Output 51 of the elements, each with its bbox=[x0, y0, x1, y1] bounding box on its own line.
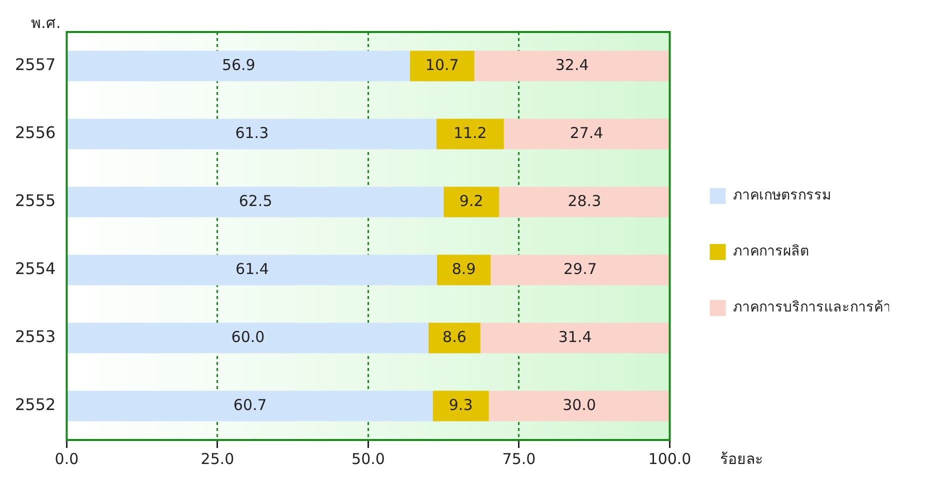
bar bbox=[444, 186, 500, 218]
legend-label: ภาคเกษตรกรรม bbox=[732, 188, 831, 204]
y-tick-label: 2552 bbox=[15, 395, 56, 414]
y-tick-label: 2557 bbox=[15, 55, 56, 74]
data-label: 32.4 bbox=[555, 56, 589, 74]
bar bbox=[474, 50, 670, 82]
legend-label: ภาคการผลิต bbox=[732, 244, 809, 260]
x-tick-label: 50.0 bbox=[352, 450, 385, 468]
data-label: 61.3 bbox=[235, 124, 269, 142]
bar bbox=[480, 322, 670, 354]
x-tick-label: 75.0 bbox=[502, 450, 536, 468]
data-label: 61.4 bbox=[236, 260, 269, 278]
data-label: 29.7 bbox=[563, 260, 597, 278]
bar bbox=[67, 118, 436, 150]
x-tick-label: 100.0 bbox=[648, 450, 692, 468]
x-axis-title: ร้อยละ bbox=[720, 450, 763, 468]
data-label: 56.9 bbox=[222, 56, 256, 74]
bar bbox=[67, 322, 429, 354]
data-label: 28.3 bbox=[568, 192, 602, 210]
x-tick-label: 25.0 bbox=[200, 450, 234, 468]
data-label: 60.7 bbox=[233, 396, 267, 414]
data-label: 30.0 bbox=[562, 396, 596, 414]
data-label: 8.6 bbox=[442, 328, 466, 346]
x-tick-label: 0.0 bbox=[54, 450, 79, 468]
data-label: 62.5 bbox=[238, 192, 272, 210]
data-label: 8.9 bbox=[452, 260, 476, 278]
data-label: 9.2 bbox=[459, 192, 484, 210]
data-label: 31.4 bbox=[558, 328, 592, 346]
data-label: 9.3 bbox=[448, 396, 473, 414]
bar bbox=[67, 50, 410, 82]
bar bbox=[499, 186, 670, 218]
data-label: 60.0 bbox=[231, 328, 265, 346]
bar bbox=[488, 390, 670, 422]
bar bbox=[67, 254, 437, 286]
bar bbox=[436, 254, 491, 286]
y-tick-label: 2554 bbox=[15, 259, 56, 278]
y-tick-label: 2553 bbox=[15, 327, 56, 346]
bar bbox=[436, 118, 504, 150]
bar bbox=[67, 186, 444, 218]
data-label: 27.4 bbox=[570, 124, 604, 142]
bar bbox=[504, 118, 670, 150]
data-label: 10.7 bbox=[425, 56, 459, 74]
data-label: 11.2 bbox=[453, 124, 487, 142]
bar bbox=[410, 50, 474, 82]
y-tick-label: 2555 bbox=[15, 191, 56, 210]
bar bbox=[432, 390, 489, 422]
bar bbox=[490, 254, 670, 286]
bar bbox=[67, 390, 433, 422]
y-axis-title: พ.ศ. bbox=[31, 14, 61, 32]
y-tick-label: 2556 bbox=[15, 123, 56, 142]
bar bbox=[428, 322, 480, 354]
